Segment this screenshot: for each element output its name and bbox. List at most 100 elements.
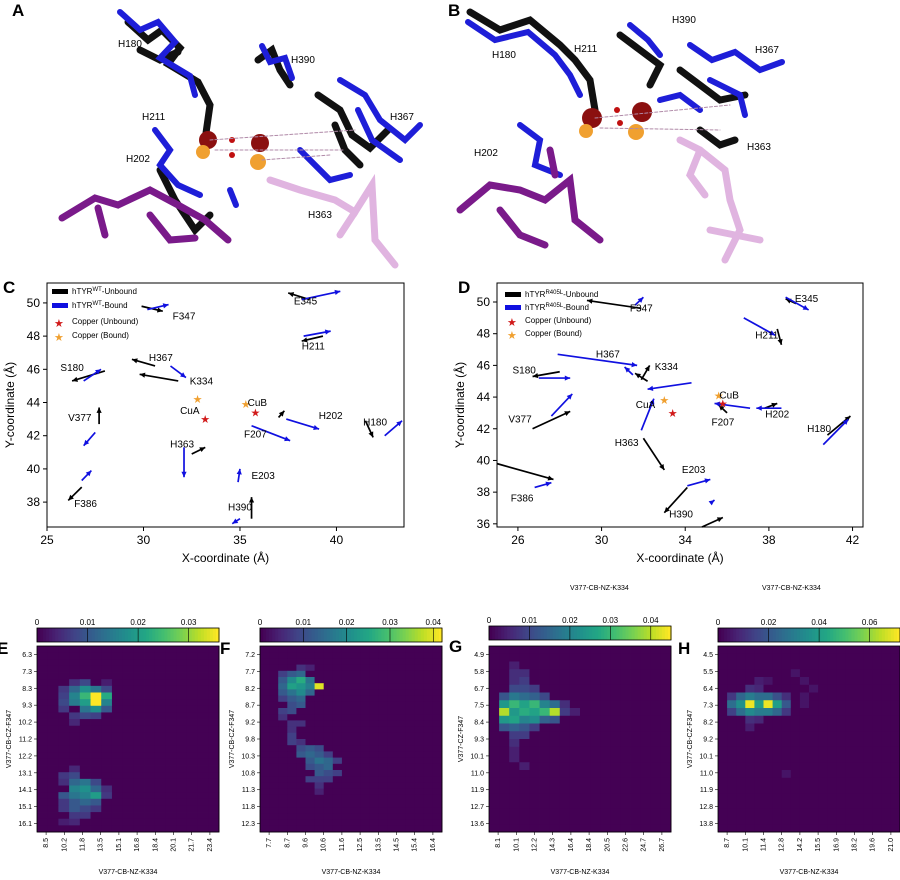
heatmap-cell [872,684,883,693]
colorbar-segment [263,628,267,642]
heatmap-cell [790,677,801,686]
heatmap-cell [580,661,591,670]
heatmap-cell [845,777,855,786]
heatmap-cell [314,807,325,814]
heatmap-cell [781,653,792,662]
heatmap-cell [296,751,306,758]
heatmap-cell [58,685,70,693]
panel-a: A [12,1,423,269]
heatmap-cell [529,723,540,732]
heatmap-cell [396,801,406,808]
heatmap-cell [314,794,325,802]
heatmap-cell [630,715,642,724]
heatmap-cell [332,664,343,672]
heatmap-cell [351,788,361,796]
heatmap-cell [260,751,270,758]
heatmap-cell [872,770,883,779]
heatmap-cell [499,692,510,701]
heatmap-cell [260,732,270,740]
heatmap-cell [559,824,571,833]
heatmap-cell [165,679,177,687]
heatmap-cell [509,684,520,693]
residue-label: E203 [682,465,706,476]
heatmap-cell [845,677,855,686]
heatmap-cell [718,653,728,662]
heatmap-cell [90,805,102,813]
heatmap-cell [569,708,581,717]
heatmap-cell [154,732,166,740]
heatmap-cell [287,726,297,734]
heatmap-cell [590,731,601,740]
heatmap-cell [332,695,343,703]
heatmap-cell [854,801,864,810]
copper-unbound-star: ★ [718,398,728,410]
heatmap-cell [763,708,773,717]
colorbar-segment [721,628,725,642]
heatmap-cell [799,653,810,662]
heatmap-cell [432,714,443,721]
heatmap-cell [600,770,611,779]
heatmap-cell [881,754,892,763]
panel-label-c: C [3,278,15,297]
colorbar-segment [49,628,53,642]
colorbar-segment [58,628,62,642]
heatmap-cell [650,661,662,670]
heatmap-cell [640,793,652,802]
colorbar-segment [519,626,523,640]
heatmap-cell [79,672,91,680]
heatmap-cell [37,825,49,833]
heatmap-cell [305,720,315,727]
colorbar-segment [754,628,759,642]
heatmap-cell [763,754,773,763]
heatmap-cell [809,801,819,810]
heatmap-cell [414,726,425,734]
heatmap-cell [287,782,297,789]
heatmap-cell [351,776,361,783]
colorbar-segment [128,628,132,642]
heatmap-cell [727,669,737,678]
heatmap-cell [360,801,370,808]
heatmap-cell [197,758,209,766]
x-tick-label: 15.1 [116,838,123,852]
heatmap-cell [58,646,70,654]
heatmap-cell [509,723,520,732]
heatmap-cell [640,723,652,732]
colorbar-tick-label: 0.03 [603,616,619,625]
heatmap-cell [278,689,288,696]
heatmap-cell [405,788,416,796]
heatmap-cell [296,658,306,665]
colorbar-segment [299,628,304,642]
heatmap-cell [890,692,900,701]
heatmap-cell [90,778,102,786]
heatmap-cell [323,701,334,709]
heatmap-cell [539,731,551,740]
heatmap-cell [186,712,198,720]
heatmap-cell [90,719,102,727]
heatmap-cell [332,652,343,659]
heatmap-cell [378,745,388,752]
heatmap-cell [529,684,540,693]
heatmap-cell [640,677,652,686]
colorbar-segment [504,626,508,640]
heatmap-cell [369,757,379,765]
heatmap-cell [559,661,571,670]
y-tick-label: 7.3 [703,703,713,710]
heatmap-cell [58,818,70,826]
heatmap-cell [165,692,177,700]
colorbar-segment [341,628,346,642]
heatmap-cell [890,684,900,693]
heatmap-cell [37,705,49,713]
heatmap-cell [640,661,652,670]
heatmap-cell [600,777,611,786]
heatmap-cell [69,652,81,660]
heatmap-cell [122,798,134,806]
y-tick-label: 16.1 [18,821,32,828]
heatmap-cell [351,664,361,672]
heatmap-cell [154,758,166,766]
heatmap-cell [405,794,416,802]
heatmap-cell [763,739,773,748]
heatmap-cell [405,670,416,678]
heatmap-cell [781,777,792,786]
heatmap-cell [414,807,425,814]
